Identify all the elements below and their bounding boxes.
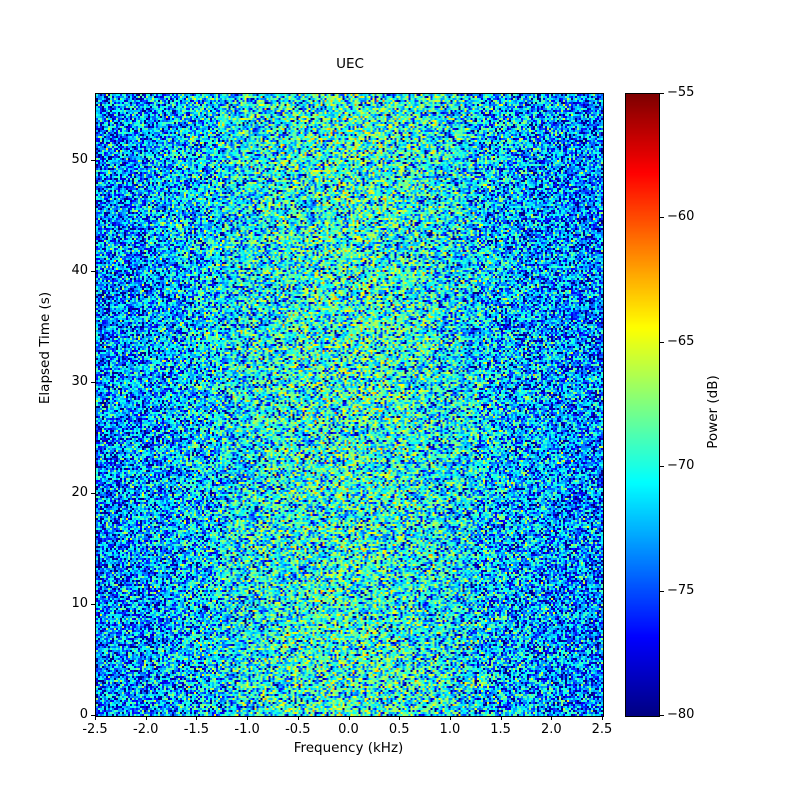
- y-tick-label: 50: [71, 151, 88, 167]
- x-tick-label: -2.5: [82, 722, 108, 737]
- colorbar-tick-mark: [660, 341, 664, 343]
- y-tick-label: 40: [71, 262, 88, 278]
- y-tick-mark: [91, 381, 95, 383]
- colorbar-gradient: [626, 94, 659, 716]
- x-tick-mark: [297, 716, 299, 720]
- y-axis-label: Elapsed Time (s): [37, 291, 53, 405]
- x-axis-label: Frequency (kHz): [293, 740, 404, 756]
- x-tick-label: -1.0: [234, 722, 260, 737]
- x-tick-label: -2.0: [133, 722, 159, 737]
- page-title: UEC: [336, 56, 364, 73]
- y-tick-mark: [91, 715, 95, 716]
- x-tick-mark: [95, 716, 96, 720]
- colorbar-tick-label: −70: [667, 458, 695, 474]
- x-tick-mark: [247, 716, 249, 720]
- x-tick-label: 2.0: [540, 722, 562, 737]
- colorbar-tick-label: −80: [667, 707, 695, 722]
- y-tick-label: 10: [71, 595, 88, 611]
- colorbar-tick-label: −65: [667, 333, 695, 349]
- y-tick-mark: [91, 159, 95, 161]
- x-tick-mark: [602, 716, 603, 720]
- x-tick-label: 2.5: [591, 722, 613, 737]
- x-tick-mark: [399, 716, 401, 720]
- y-tick-mark: [91, 270, 95, 272]
- y-tick-label: 0: [79, 707, 88, 722]
- x-tick-mark: [500, 716, 502, 720]
- x-tick-mark: [348, 716, 350, 720]
- y-tick-label: 20: [71, 484, 88, 500]
- colorbar-tick-label: −60: [667, 209, 695, 225]
- colorbar-tick-label: −75: [667, 582, 695, 598]
- y-tick-mark: [91, 492, 95, 494]
- x-tick-mark: [551, 716, 553, 720]
- y-tick-mark: [91, 603, 95, 605]
- colorbar: [625, 93, 660, 717]
- x-tick-mark: [449, 716, 451, 720]
- x-tick-label: 0.0: [338, 722, 359, 737]
- y-tick-label: 30: [71, 373, 88, 389]
- x-tick-mark: [196, 716, 198, 720]
- x-tick-label: 0.5: [388, 722, 410, 737]
- spectrogram-plot-area: [95, 93, 604, 717]
- colorbar-tick-mark: [660, 715, 664, 716]
- x-tick-mark: [145, 716, 147, 720]
- colorbar-tick-mark: [660, 590, 664, 592]
- x-tick-label: 1.0: [439, 722, 461, 737]
- x-tick-label: -1.5: [183, 722, 210, 737]
- colorbar-tick-mark: [660, 217, 664, 219]
- x-tick-label: -0.5: [285, 722, 311, 737]
- spectrogram-image: [96, 94, 603, 716]
- colorbar-tick-mark: [660, 466, 664, 468]
- x-tick-label: 1.5: [490, 722, 511, 737]
- colorbar-tick-mark: [660, 93, 664, 94]
- colorbar-label: Power (dB): [705, 375, 721, 449]
- colorbar-tick-label: −55: [667, 85, 695, 100]
